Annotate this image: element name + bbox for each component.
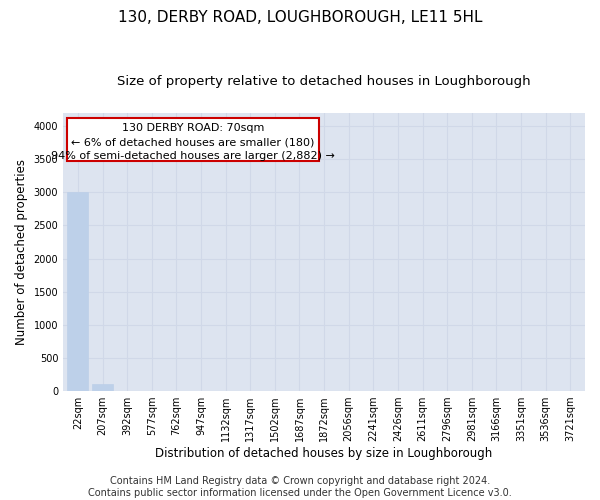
Y-axis label: Number of detached properties: Number of detached properties — [15, 159, 28, 345]
Text: 130 DERBY ROAD: 70sqm: 130 DERBY ROAD: 70sqm — [122, 124, 264, 134]
FancyBboxPatch shape — [67, 118, 319, 161]
Text: 94% of semi-detached houses are larger (2,882) →: 94% of semi-detached houses are larger (… — [51, 151, 335, 161]
Text: ← 6% of detached houses are smaller (180): ← 6% of detached houses are smaller (180… — [71, 138, 314, 147]
X-axis label: Distribution of detached houses by size in Loughborough: Distribution of detached houses by size … — [155, 447, 493, 460]
Bar — [67, 192, 88, 391]
Bar — [92, 384, 113, 391]
Text: Contains HM Land Registry data © Crown copyright and database right 2024.
Contai: Contains HM Land Registry data © Crown c… — [88, 476, 512, 498]
Title: Size of property relative to detached houses in Loughborough: Size of property relative to detached ho… — [117, 75, 531, 88]
Text: 130, DERBY ROAD, LOUGHBOROUGH, LE11 5HL: 130, DERBY ROAD, LOUGHBOROUGH, LE11 5HL — [118, 10, 482, 25]
